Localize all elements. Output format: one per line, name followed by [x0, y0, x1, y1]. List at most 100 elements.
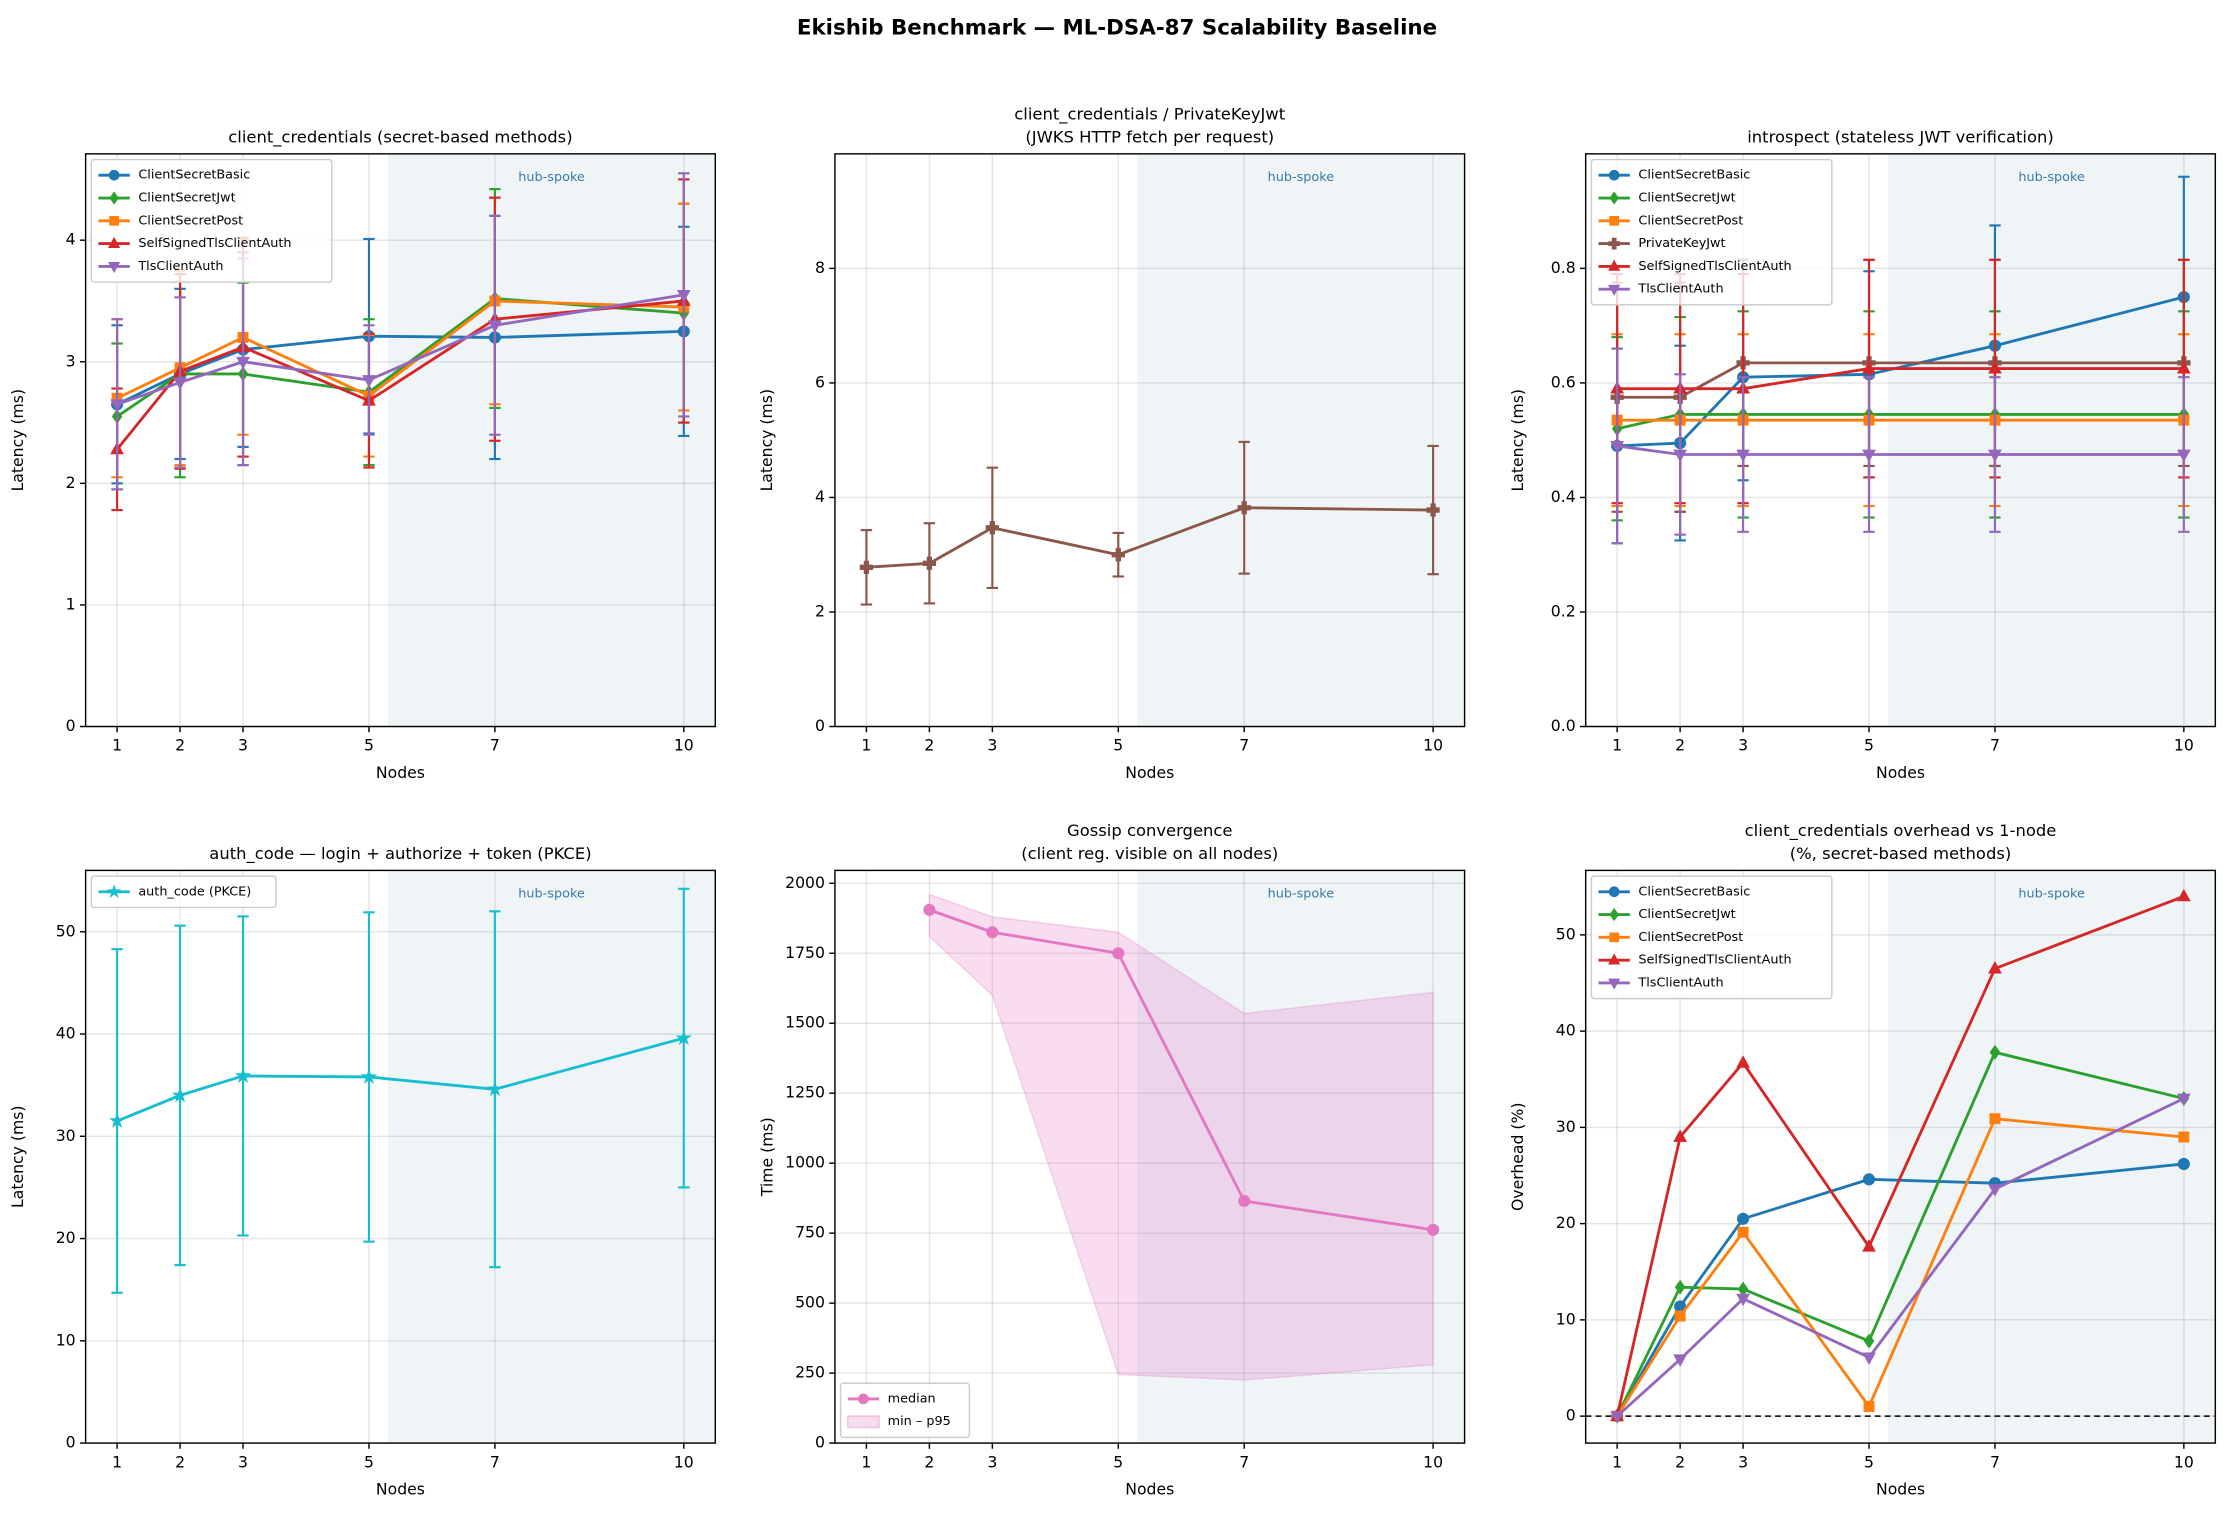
- y-tick-label: 0: [815, 716, 825, 735]
- shade-region: [1137, 870, 1465, 1444]
- subplot-title: introspect (stateless JWT verification): [1747, 127, 2054, 146]
- legend-marker: [108, 262, 121, 274]
- series-line: [1615, 895, 2185, 1417]
- legend-marker: [1608, 284, 1621, 296]
- data-point: [173, 377, 187, 391]
- legend-label: ClientSecretBasic: [138, 168, 250, 183]
- legend-box: [1590, 875, 1833, 1000]
- shade-region: [387, 153, 716, 727]
- x-axis-label: Nodes: [1876, 763, 1925, 782]
- x-tick-label: 2: [1675, 736, 1685, 755]
- legend-marker: [1608, 169, 1620, 181]
- data-point: [1673, 449, 1687, 463]
- series-line: [116, 299, 684, 400]
- data-point: [1610, 440, 1625, 454]
- legend-marker: [858, 1393, 869, 1405]
- legend-label: ClientSecretPost: [1638, 930, 1743, 945]
- legend-label: PrivateKeyJwt: [1638, 236, 1725, 251]
- data-point: [2176, 449, 2191, 463]
- legend-marker: [1608, 978, 1621, 990]
- shade-label: hub-spoke: [518, 886, 585, 901]
- data-point: [1863, 1401, 1875, 1412]
- legend-label: TlsClientAuth: [137, 259, 223, 274]
- x-tick-label: 7: [490, 736, 500, 755]
- data-point: [171, 1086, 189, 1103]
- y-tick-label: 10: [1556, 1309, 1576, 1328]
- legend-marker: [1608, 886, 1620, 898]
- legend-label: ClientSecretPost: [138, 213, 243, 228]
- series-line: [1616, 444, 2184, 456]
- shade-label: hub-spoke: [518, 170, 585, 185]
- data-point: [2178, 1131, 2190, 1143]
- y-tick-label: 0.8: [1551, 258, 1576, 277]
- legend-swatch: [847, 1415, 880, 1429]
- y-tick-label: 4: [66, 230, 76, 249]
- series-line: [1615, 1162, 2184, 1417]
- data-point: [1862, 361, 1876, 374]
- data-point: [486, 1080, 504, 1097]
- x-tick-label: 3: [987, 736, 997, 755]
- x-axis-label: Nodes: [376, 763, 425, 782]
- data-point: [986, 926, 999, 939]
- y-tick-label: 1750: [785, 943, 825, 962]
- y-tick-label: 1250: [785, 1083, 825, 1102]
- y-tick-label: 1500: [785, 1013, 825, 1032]
- x-tick-label: 3: [238, 736, 248, 755]
- series-line: [1616, 1097, 2185, 1418]
- data-point: [923, 903, 936, 916]
- x-tick-label: 5: [1864, 736, 1874, 755]
- x-tick-label: 1: [112, 1452, 122, 1471]
- series-line: [1615, 1050, 2185, 1417]
- y-tick-label: 40: [1556, 1021, 1576, 1040]
- legend-label: ClientSecretBasic: [1638, 884, 1750, 899]
- data-point: [1674, 1310, 1686, 1322]
- y-tick-label: 30: [1556, 1117, 1576, 1136]
- x-tick-label: 7: [490, 1452, 500, 1471]
- series-line: [116, 329, 684, 406]
- x-tick-label: 3: [1738, 736, 1748, 755]
- y-axis-label: Latency (ms): [8, 389, 27, 491]
- x-tick-label: 5: [1113, 736, 1123, 755]
- legend-label: SelfSignedTlsClientAuth: [1638, 259, 1791, 274]
- subplot-title: client_credentials / PrivateKeyJwt: [1014, 105, 1285, 125]
- series-line: [1617, 361, 2184, 399]
- y-tick-label: 30: [56, 1126, 76, 1145]
- x-tick-label: 1: [112, 736, 122, 755]
- series-line: [1617, 367, 2184, 391]
- y-tick-label: 0: [66, 1433, 76, 1452]
- legend-label: ClientSecretJwt: [1638, 907, 1735, 922]
- data-point: [1737, 1212, 1750, 1225]
- data-point: [2177, 1157, 2190, 1171]
- legend-marker: [109, 215, 119, 226]
- y-tick-label: 2000: [785, 873, 825, 892]
- subplot-title: (%, secret-based methods): [1790, 844, 2012, 863]
- x-tick-label: 5: [364, 1452, 374, 1471]
- y-tick-label: 0: [66, 716, 76, 735]
- x-tick-label: 5: [364, 736, 374, 755]
- data-point: [2176, 888, 2191, 902]
- legend-label: ClientSecretBasic: [1638, 168, 1750, 183]
- axes-frame: [1584, 153, 2217, 728]
- y-tick-label: 20: [56, 1228, 76, 1247]
- subplot-title: auth_code — login + authorize + token (P…: [209, 844, 591, 864]
- data-point: [362, 375, 376, 388]
- y-tick-label: 0.6: [1551, 372, 1576, 391]
- range-band: [928, 893, 1434, 1381]
- x-tick-label: 1: [861, 1452, 871, 1471]
- legend-label: auth_code (PKCE): [138, 884, 251, 899]
- x-axis-label: Nodes: [1125, 1479, 1174, 1498]
- data-point: [1737, 1226, 1749, 1238]
- subplot-title: (client reg. visible on all nodes): [1021, 844, 1278, 863]
- legend-marker: [1609, 215, 1620, 226]
- shade-region: [387, 870, 716, 1444]
- x-tick-label: 7: [1239, 1452, 1249, 1471]
- legend-marker: [108, 169, 120, 181]
- legend-label: SelfSignedTlsClientAuth: [1638, 953, 1791, 968]
- data-point: [1736, 449, 1750, 463]
- x-tick-label: 5: [1113, 1452, 1123, 1471]
- y-tick-label: 40: [56, 1024, 76, 1043]
- legend-label: min – p95: [888, 1414, 951, 1429]
- x-tick-label: 10: [2174, 1452, 2194, 1471]
